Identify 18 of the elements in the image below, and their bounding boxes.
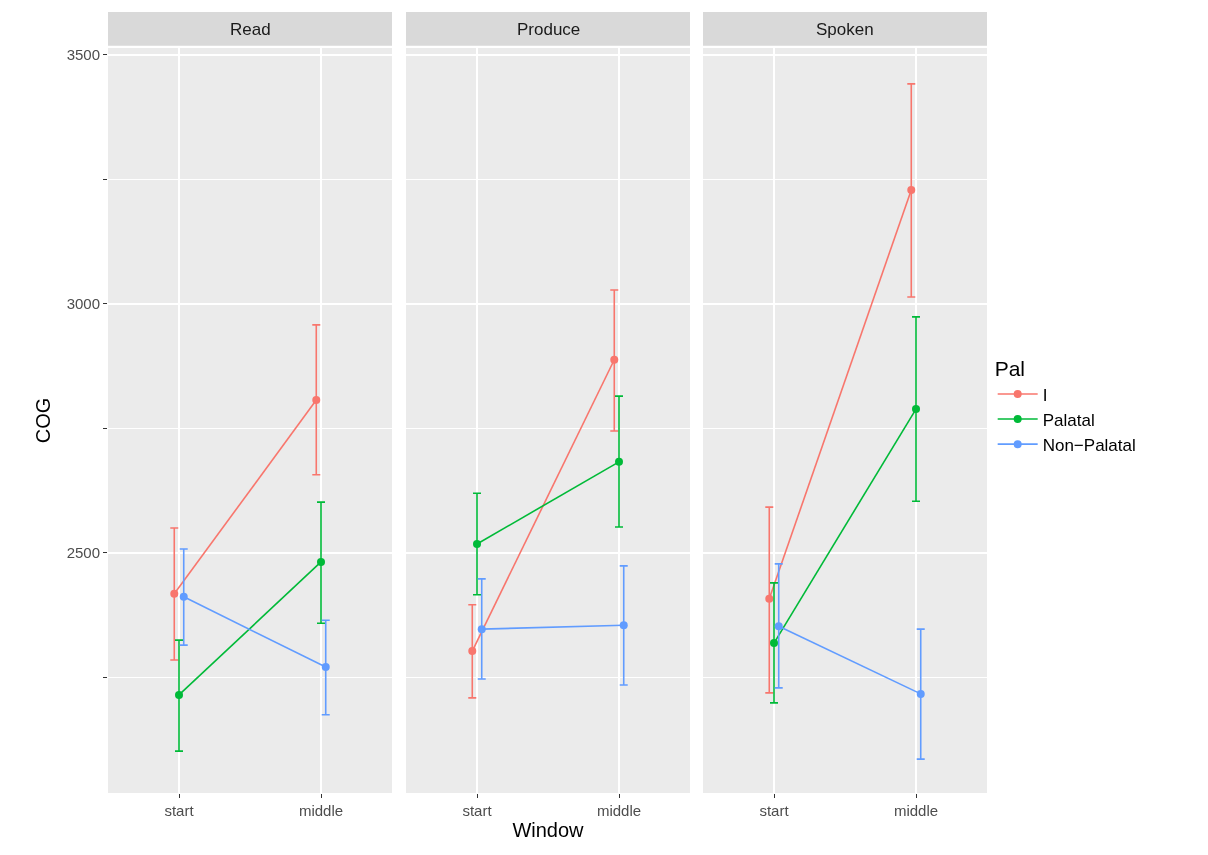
chart-title: Read xyxy=(230,20,271,39)
y-axis-title: COG xyxy=(32,397,55,444)
x-tick-label: middle xyxy=(298,802,344,819)
chart-title: Spoken xyxy=(816,20,874,39)
y-tick-label: 2500 xyxy=(66,544,100,562)
x-tick-label: middle xyxy=(893,802,939,819)
legend-title: Pal xyxy=(994,357,1026,381)
legend-label: Non−Palatal xyxy=(1042,435,1136,455)
x-tick-label: middle xyxy=(596,802,642,819)
y-tick-label: 3000 xyxy=(66,295,100,313)
legend-label: Palatal xyxy=(1042,410,1095,430)
legend-label: I xyxy=(1042,385,1048,405)
x-tick-label: start xyxy=(462,802,493,819)
x-tick-label: start xyxy=(164,802,195,819)
x-axis-title: Window xyxy=(512,818,585,841)
x-tick-label: start xyxy=(759,802,790,819)
y-tick-label: 3500 xyxy=(66,46,100,64)
chart-title: Produce xyxy=(517,20,581,39)
